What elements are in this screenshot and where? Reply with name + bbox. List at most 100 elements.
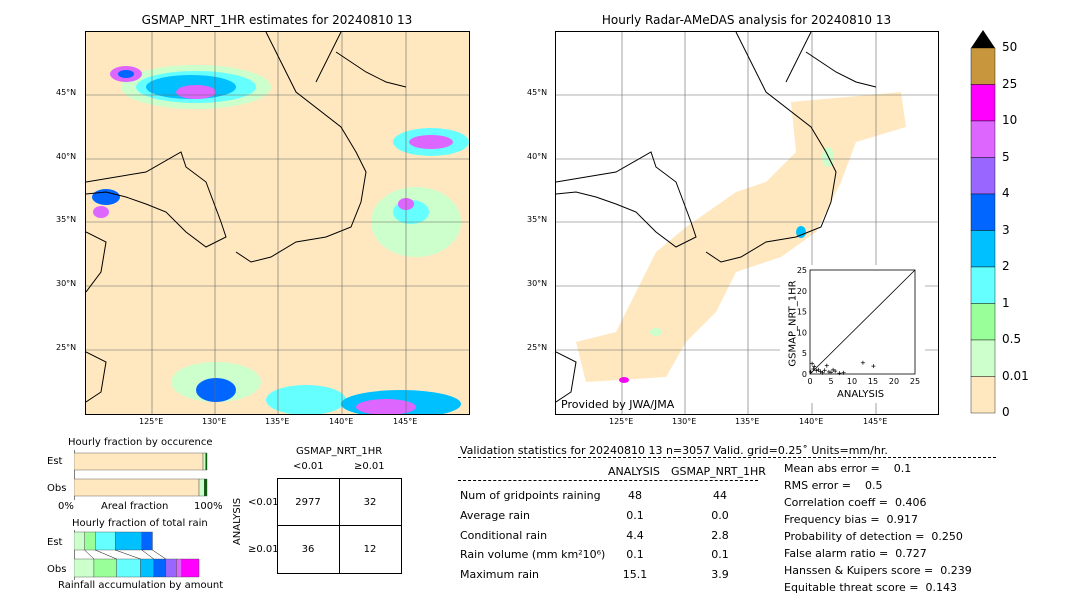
occ-bar-segment	[204, 478, 208, 497]
colorbar-tick-label: 0	[1002, 405, 1010, 419]
scatter-ytick: 5	[802, 349, 807, 358]
stats-row-label: Average rain	[460, 509, 530, 522]
stats-col-gsmap: GSMAP_NRT_1HR	[671, 465, 766, 478]
left-map	[85, 31, 470, 415]
occ-label-est: Est	[47, 456, 63, 467]
colorbar-tick-label: 3	[1002, 222, 1010, 237]
rain-bar-segment	[115, 531, 143, 551]
colorbar-tick-label: 0.01	[1002, 368, 1029, 383]
rain-bar-segment	[74, 531, 85, 551]
colorbar-tick-label: 4	[1002, 186, 1010, 200]
coastlines	[556, 32, 877, 403]
stats-row-a: 4.4	[626, 529, 644, 542]
scatter-xtick: 5	[828, 377, 833, 386]
left-lon-label: 125°E	[139, 417, 164, 426]
score-line: Correlation coeff = 0.406	[784, 496, 927, 509]
rain-bar-segment	[93, 558, 117, 578]
left-lat-label: 35°N	[56, 215, 77, 224]
left-map-title: GSMAP_NRT_1HR estimates for 20240810 13	[141, 13, 413, 27]
scatter-point	[822, 368, 827, 373]
stats-row-g: 44	[713, 489, 727, 502]
occ-label-obs: Obs	[47, 483, 67, 494]
scatter-point	[826, 369, 831, 374]
scatter-point	[824, 363, 829, 368]
scatter-point	[818, 369, 823, 374]
stats-row-label: Maximum rain	[460, 568, 539, 581]
left-lon-label: 135°E	[265, 417, 290, 426]
right-lon-label: 140°E	[799, 417, 824, 426]
scatter-point	[829, 370, 833, 375]
contingency-row: <0.01	[248, 497, 279, 508]
stats-col-analysis: ANALYSIS	[608, 465, 660, 478]
colorbar	[970, 30, 996, 414]
scatter-ytick: 10	[797, 328, 807, 337]
colorbar-swatch	[970, 376, 996, 414]
totalrain-xlabel: Rainfall accumulation by amount	[58, 580, 224, 591]
rain-bar-segment	[165, 558, 177, 578]
colorbar-swatch	[970, 193, 996, 231]
contingency-col: <0.01	[293, 461, 324, 472]
scatter-ylabel: GSMAP_NRT_1HR	[787, 280, 799, 367]
scatter-point	[833, 369, 838, 374]
rain-label-est: Est	[47, 537, 63, 548]
scatter-ytick: 20	[797, 287, 807, 296]
colorbar-extend-arrow	[971, 30, 995, 48]
colorbar-tick-label: 2	[1002, 259, 1010, 273]
left-lat-label: 40°N	[56, 152, 77, 161]
rain-bar-segment	[176, 558, 182, 578]
score-line: Probability of detection = 0.250	[784, 530, 963, 543]
grid-lines	[86, 32, 469, 414]
contingency-cell: 12	[363, 544, 377, 555]
right-lat-label: 25°N	[527, 343, 548, 352]
contingency-title: GSMAP_NRT_1HR	[296, 446, 383, 457]
rain-bar-segment	[116, 558, 141, 578]
rain-bar-segment	[84, 531, 96, 551]
rain-bar-segment	[140, 558, 155, 578]
occ-bar-segment	[202, 452, 206, 471]
rain-connector	[84, 549, 95, 560]
score-line: Frequency bias = 0.917	[784, 513, 919, 526]
stats-row-g: 2.8	[711, 529, 729, 542]
colorbar-tick-label: 0.5	[1002, 332, 1022, 346]
stats-row-a: 48	[628, 489, 642, 502]
left-map-svg	[86, 32, 469, 414]
scatter-point	[831, 367, 836, 372]
totalrain-title: Hourly fraction of total rain	[72, 518, 208, 529]
stats-row-label: Rain volume (mm km²10⁶)	[460, 548, 606, 561]
contingency-cell: 36	[301, 544, 315, 555]
rain-bar-segment	[95, 531, 116, 551]
contingency-row: ≥0.01	[248, 544, 279, 555]
occurrence-chart	[74, 450, 208, 500]
colorbar-swatch	[970, 266, 996, 304]
scatter-point	[814, 368, 819, 373]
scatter-point	[871, 364, 876, 369]
colorbar-swatch	[970, 303, 996, 341]
stats-row-a: 15.1	[622, 568, 648, 581]
rain-connector	[115, 549, 141, 560]
occ-xlabel: Areal fraction	[101, 501, 169, 512]
occ-bar-segment	[205, 452, 208, 471]
occ-bar-segment	[74, 452, 204, 471]
scatter-xtick: 0	[807, 377, 812, 386]
colorbar-swatch	[970, 339, 996, 377]
occ-tick-left: 0%	[58, 501, 74, 512]
rain-connector	[141, 549, 154, 560]
scatter-diagonal	[809, 269, 916, 375]
scatter-ytick: 15	[797, 308, 807, 317]
scatter-xtick: 20	[889, 377, 899, 386]
stats-row-g: 0.1	[711, 548, 729, 561]
stats-col-rule	[458, 480, 758, 481]
right-lat-label: 35°N	[527, 215, 548, 224]
colorbar-tick-label: 50	[1002, 40, 1018, 54]
scatter-ytick: 0	[802, 370, 807, 379]
coastlines	[86, 32, 407, 403]
stats-row-label: Num of gridpoints raining	[460, 489, 601, 502]
provider-credit: Provided by JWA/JMA	[561, 398, 675, 411]
left-lon-label: 140°E	[329, 417, 354, 426]
colorbar-swatch	[970, 230, 996, 268]
left-lon-label: 145°E	[393, 417, 418, 426]
colorbar-tick-label: 1	[1002, 295, 1010, 310]
left-lat-label: 30°N	[56, 279, 77, 288]
scatter-point	[810, 361, 815, 366]
rain-bar-segment	[74, 558, 95, 578]
